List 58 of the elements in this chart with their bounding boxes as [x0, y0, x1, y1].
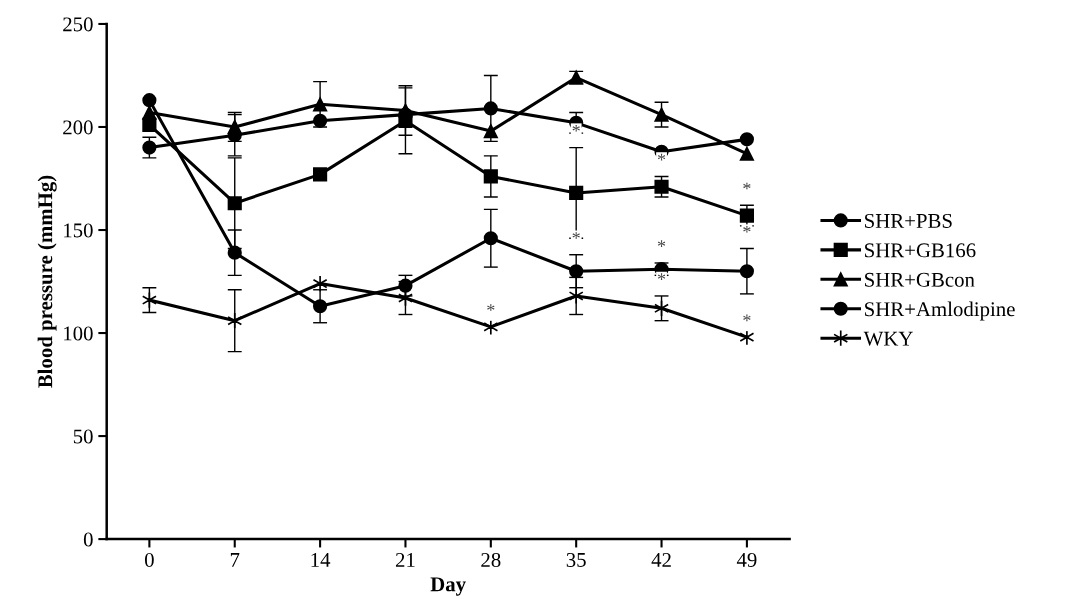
- annotation: *: [743, 314, 751, 322]
- y-tick-label: 150: [64, 223, 93, 238]
- x-tick-label: 49: [736, 552, 757, 567]
- point: [313, 299, 328, 314]
- legend-label: SHR+GBcon: [865, 272, 975, 287]
- annotation: *: [657, 240, 666, 247]
- point: [227, 245, 242, 260]
- point: [569, 185, 584, 201]
- annotation: *: [572, 232, 580, 239]
- annotation: *: [743, 225, 751, 233]
- point: [483, 231, 498, 246]
- annotation: *: [572, 124, 580, 132]
- point: [313, 113, 328, 128]
- point: [483, 101, 498, 116]
- y-tick-label: 100: [64, 326, 93, 341]
- legend-label: SHR+Amlodipine: [865, 301, 1015, 321]
- x-axis-title: Day: [430, 577, 466, 596]
- point: [227, 196, 242, 211]
- annotation: *: [657, 153, 666, 161]
- annotation: *: [657, 273, 666, 280]
- x-tick-label: 14: [311, 553, 331, 567]
- point: [313, 167, 328, 182]
- point: [483, 124, 498, 139]
- point: [568, 287, 584, 305]
- y-tick-label: 250: [63, 17, 93, 32]
- point: [142, 105, 157, 120]
- x-tick-label: 21: [395, 552, 415, 567]
- point: [739, 264, 754, 279]
- x-tick-label: 0: [144, 552, 154, 567]
- point: [654, 107, 669, 122]
- x-tick-label: 35: [566, 552, 586, 567]
- point: [398, 103, 413, 118]
- point: [227, 119, 242, 135]
- point: [142, 140, 157, 155]
- point: [398, 278, 413, 293]
- point: [142, 93, 157, 108]
- point: [227, 312, 243, 330]
- point: [312, 275, 328, 293]
- legend-label: WKY: [863, 331, 913, 346]
- y-tick-label: 200: [63, 120, 93, 135]
- annotation: *: [743, 182, 751, 190]
- y-axis-title: Blood pressure (mmHg): [37, 175, 57, 388]
- x-tick-label: 7: [230, 553, 240, 567]
- point: [313, 97, 328, 112]
- point: [739, 208, 754, 223]
- point: [569, 264, 584, 279]
- y-tick-label: 0: [83, 532, 93, 547]
- point: [483, 169, 498, 184]
- x-tick-label: 28: [481, 552, 501, 567]
- legend-label: SHR+PBS: [865, 213, 952, 228]
- annotation: *: [487, 304, 495, 311]
- point: [739, 132, 754, 147]
- point: [654, 179, 669, 194]
- y-tick-label: 50: [73, 429, 93, 444]
- x-tick-label: 42: [651, 552, 671, 567]
- legend-label: SHR+GB166: [865, 243, 976, 258]
- point: [739, 146, 754, 161]
- point: [483, 318, 499, 336]
